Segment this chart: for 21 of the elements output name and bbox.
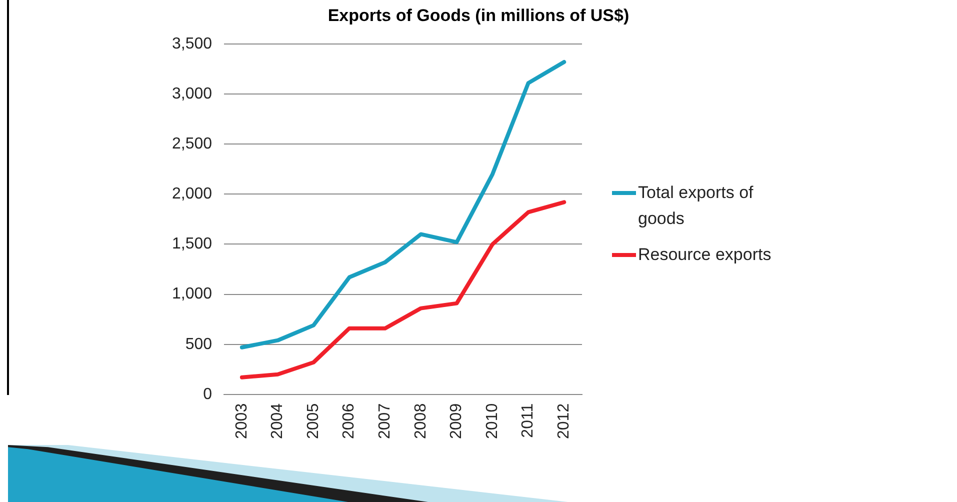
- y-tick-label: 1,000: [172, 286, 212, 303]
- x-tick-label: 2009: [448, 403, 466, 439]
- x-tick-label: 2011: [520, 403, 537, 438]
- x-tick-label: 2008: [412, 403, 430, 439]
- x-tick-label: 2010: [484, 403, 501, 439]
- y-tick-label: 1,500: [172, 236, 212, 253]
- y-tick-label: 2,500: [172, 136, 212, 153]
- y-tick-label: 3,000: [172, 85, 212, 102]
- legend-label: Resource exports: [638, 244, 772, 266]
- chart-title: Exports of Goods (in millions of US$): [326, 6, 630, 26]
- y-tick-label: 3,500: [172, 35, 212, 52]
- y-tick-label: 0: [203, 386, 212, 403]
- y-tick-label: 2,000: [172, 186, 212, 203]
- x-tick-label: 2012: [556, 403, 573, 439]
- x-tick-label: 2003: [233, 403, 250, 439]
- x-tick-label: 2004: [269, 403, 286, 439]
- x-tick-label: 2006: [340, 403, 358, 439]
- x-tick-label: 2005: [304, 403, 322, 439]
- x-tick-label: 2007: [376, 403, 394, 439]
- y-tick-label: 500: [185, 336, 212, 353]
- legend-label: Total exports of goods: [638, 182, 754, 230]
